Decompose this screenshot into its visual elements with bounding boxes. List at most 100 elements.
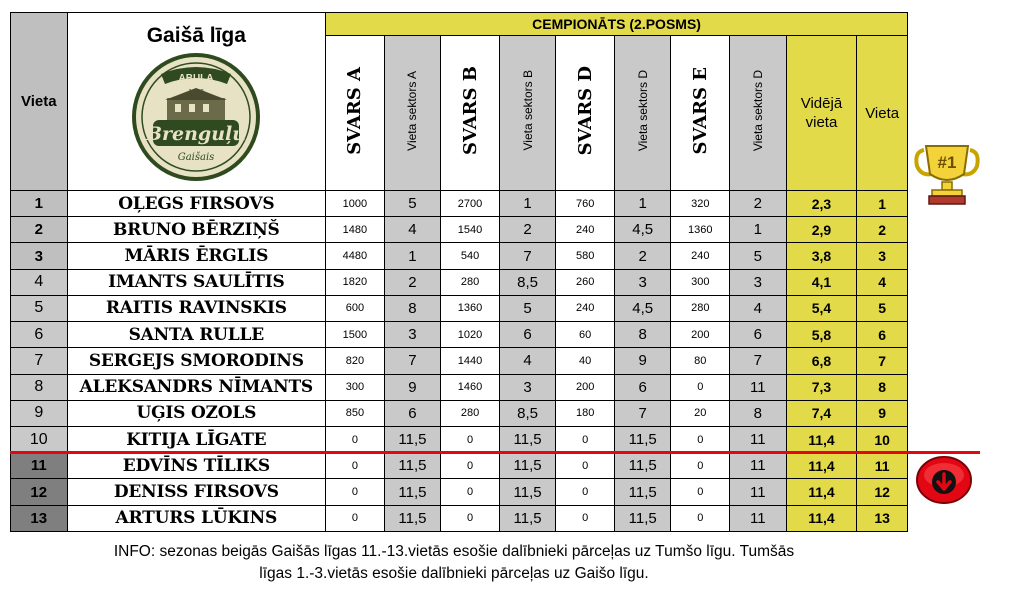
info-line-1: INFO: sezonas beigās Gaišās līgas 11.-13…: [113, 543, 795, 560]
weight-d: 200: [555, 373, 615, 401]
table-row: 13 ARTURS LŪKINS 0 11,5 0 11,5 0 11,5 0 11 11,4 13: [10, 504, 908, 533]
sector-place-e: 8: [729, 399, 787, 427]
sector-place-d: 11,5: [613, 478, 672, 506]
weight-b: 1440: [440, 347, 500, 375]
weight-b: 0: [440, 478, 500, 506]
weight-b: 1360: [440, 294, 500, 323]
final-place: 10: [856, 425, 908, 454]
final-place: 2: [856, 216, 908, 244]
weight-e: 200: [670, 321, 731, 349]
weight-a: 1820: [325, 268, 385, 296]
average-place: 11,4: [785, 452, 858, 480]
sector-place-b: 4: [498, 347, 557, 375]
weight-a: 0: [325, 425, 385, 454]
sector-place-d: 9: [613, 347, 672, 375]
final-place: 3: [856, 242, 908, 270]
weight-a: 4480: [325, 242, 385, 270]
weight-e: 80: [670, 347, 731, 375]
participant-name: IMANTS SAULĪTIS: [66, 268, 327, 296]
sector-place-d: 1: [613, 189, 672, 218]
average-place: 2,3: [785, 189, 858, 218]
sector-place-e: 7: [729, 347, 787, 375]
weight-e: 0: [670, 478, 731, 506]
header-sector-d: Vieta sektors D: [613, 35, 672, 191]
place-cell: 13: [10, 504, 68, 533]
header-final-place: Vieta: [856, 35, 908, 191]
participant-name: OĻEGS FIRSOVS: [66, 189, 327, 218]
weight-b: 0: [440, 452, 500, 480]
sector-place-e: 1: [729, 216, 787, 244]
sector-place-a: 9: [383, 373, 442, 401]
sector-place-b: 8,5: [498, 268, 557, 296]
participant-name: RAITIS RAVINSKIS: [66, 294, 327, 323]
place-cell: 1: [10, 189, 68, 218]
final-place: 7: [856, 347, 908, 375]
average-place: 7,3: [785, 373, 858, 401]
weight-b: 280: [440, 399, 500, 427]
sector-place-b: 11,5: [498, 425, 557, 454]
brewery-logo: ABULA 1950 Brenguļu Gaišais: [132, 52, 261, 181]
weight-b: 0: [440, 425, 500, 454]
table-row: 9 UĢIS OZOLS 850 6 280 8,5 180 7 20 8 7,4 9: [10, 399, 908, 427]
participant-name: UĢIS OZOLS: [66, 399, 327, 427]
weight-e: 0: [670, 425, 731, 454]
sector-place-a: 5: [383, 189, 442, 218]
weight-e: 320: [670, 189, 731, 218]
table-row: 10 KITIJA LĪGATE 0 11,5 0 11,5 0 11,5 0 11 11,4 10: [10, 425, 908, 454]
sector-place-d: 11,5: [613, 504, 672, 533]
weight-e: 280: [670, 294, 731, 323]
place-cell: 10: [10, 425, 68, 454]
sector-place-d: 3: [613, 268, 672, 296]
average-place: 5,8: [785, 321, 858, 349]
participant-name: MĀRIS ĒRGLIS: [66, 242, 327, 270]
weight-e: 0: [670, 504, 731, 533]
weight-b: 280: [440, 268, 500, 296]
sector-place-d: 11,5: [613, 425, 672, 454]
sector-place-b: 11,5: [498, 504, 557, 533]
weight-d: 0: [555, 478, 615, 506]
place-cell: 12: [10, 478, 68, 506]
info-note: INFO: sezonas beigās Gaišās līgas 11.-13…: [0, 541, 908, 585]
table-row: 3 MĀRIS ĒRGLIS 4480 1 540 7 580 2 240 5 3,8 3: [10, 242, 908, 270]
weight-a: 1500: [325, 321, 385, 349]
weight-e: 0: [670, 373, 731, 401]
championship-banner: CEMPIONĀTS (2.POSMS): [325, 12, 908, 36]
sector-place-b: 8,5: [498, 399, 557, 427]
weight-b: 2700: [440, 189, 500, 218]
table-row: 5 RAITIS RAVINSKIS 600 8 1360 5 240 4,5 280 4 5,4 5: [10, 294, 908, 323]
participant-name: ARTURS LŪKINS: [66, 504, 327, 533]
weight-d: 240: [555, 216, 615, 244]
weight-e: 300: [670, 268, 731, 296]
header-average-place: Vidējā vieta: [785, 35, 858, 191]
final-place: 9: [856, 399, 908, 427]
sector-place-a: 11,5: [383, 425, 442, 454]
place-cell: 8: [10, 373, 68, 401]
sector-place-e: 11: [729, 504, 787, 533]
sector-place-d: 4,5: [613, 216, 672, 244]
final-place: 5: [856, 294, 908, 323]
average-place: 11,4: [785, 504, 858, 533]
header-weight-e: SVARS E: [670, 35, 731, 191]
sector-place-a: 11,5: [383, 452, 442, 480]
average-place: 3,8: [785, 242, 858, 270]
header-sector-b: Vieta sektors B: [498, 35, 557, 191]
league-logo-cell: Gaišā līga ABULA 1950 Brenguļu Gaišais: [66, 12, 327, 191]
weight-a: 1480: [325, 216, 385, 244]
trophy-icon: #1: [914, 145, 980, 205]
sector-place-a: 11,5: [383, 504, 442, 533]
table-row: 1 OĻEGS FIRSOVS 1000 5 2700 1 760 1 320 2 2,3 1: [10, 189, 908, 218]
weight-d: 580: [555, 242, 615, 270]
trophy-text: #1: [938, 153, 957, 172]
sector-place-e: 11: [729, 373, 787, 401]
header-weight-d: SVARS D: [555, 35, 615, 191]
table-row: 12 DENISS FIRSOVS 0 11,5 0 11,5 0 11,5 0 11 11,4 12: [10, 478, 908, 506]
final-place: 13: [856, 504, 908, 533]
sector-place-e: 2: [729, 189, 787, 218]
place-cell: 2: [10, 216, 68, 244]
final-place: 12: [856, 478, 908, 506]
weight-d: 260: [555, 268, 615, 296]
sector-place-b: 3: [498, 373, 557, 401]
average-place: 5,4: [785, 294, 858, 323]
place-cell: 6: [10, 321, 68, 349]
sector-place-b: 2: [498, 216, 557, 244]
